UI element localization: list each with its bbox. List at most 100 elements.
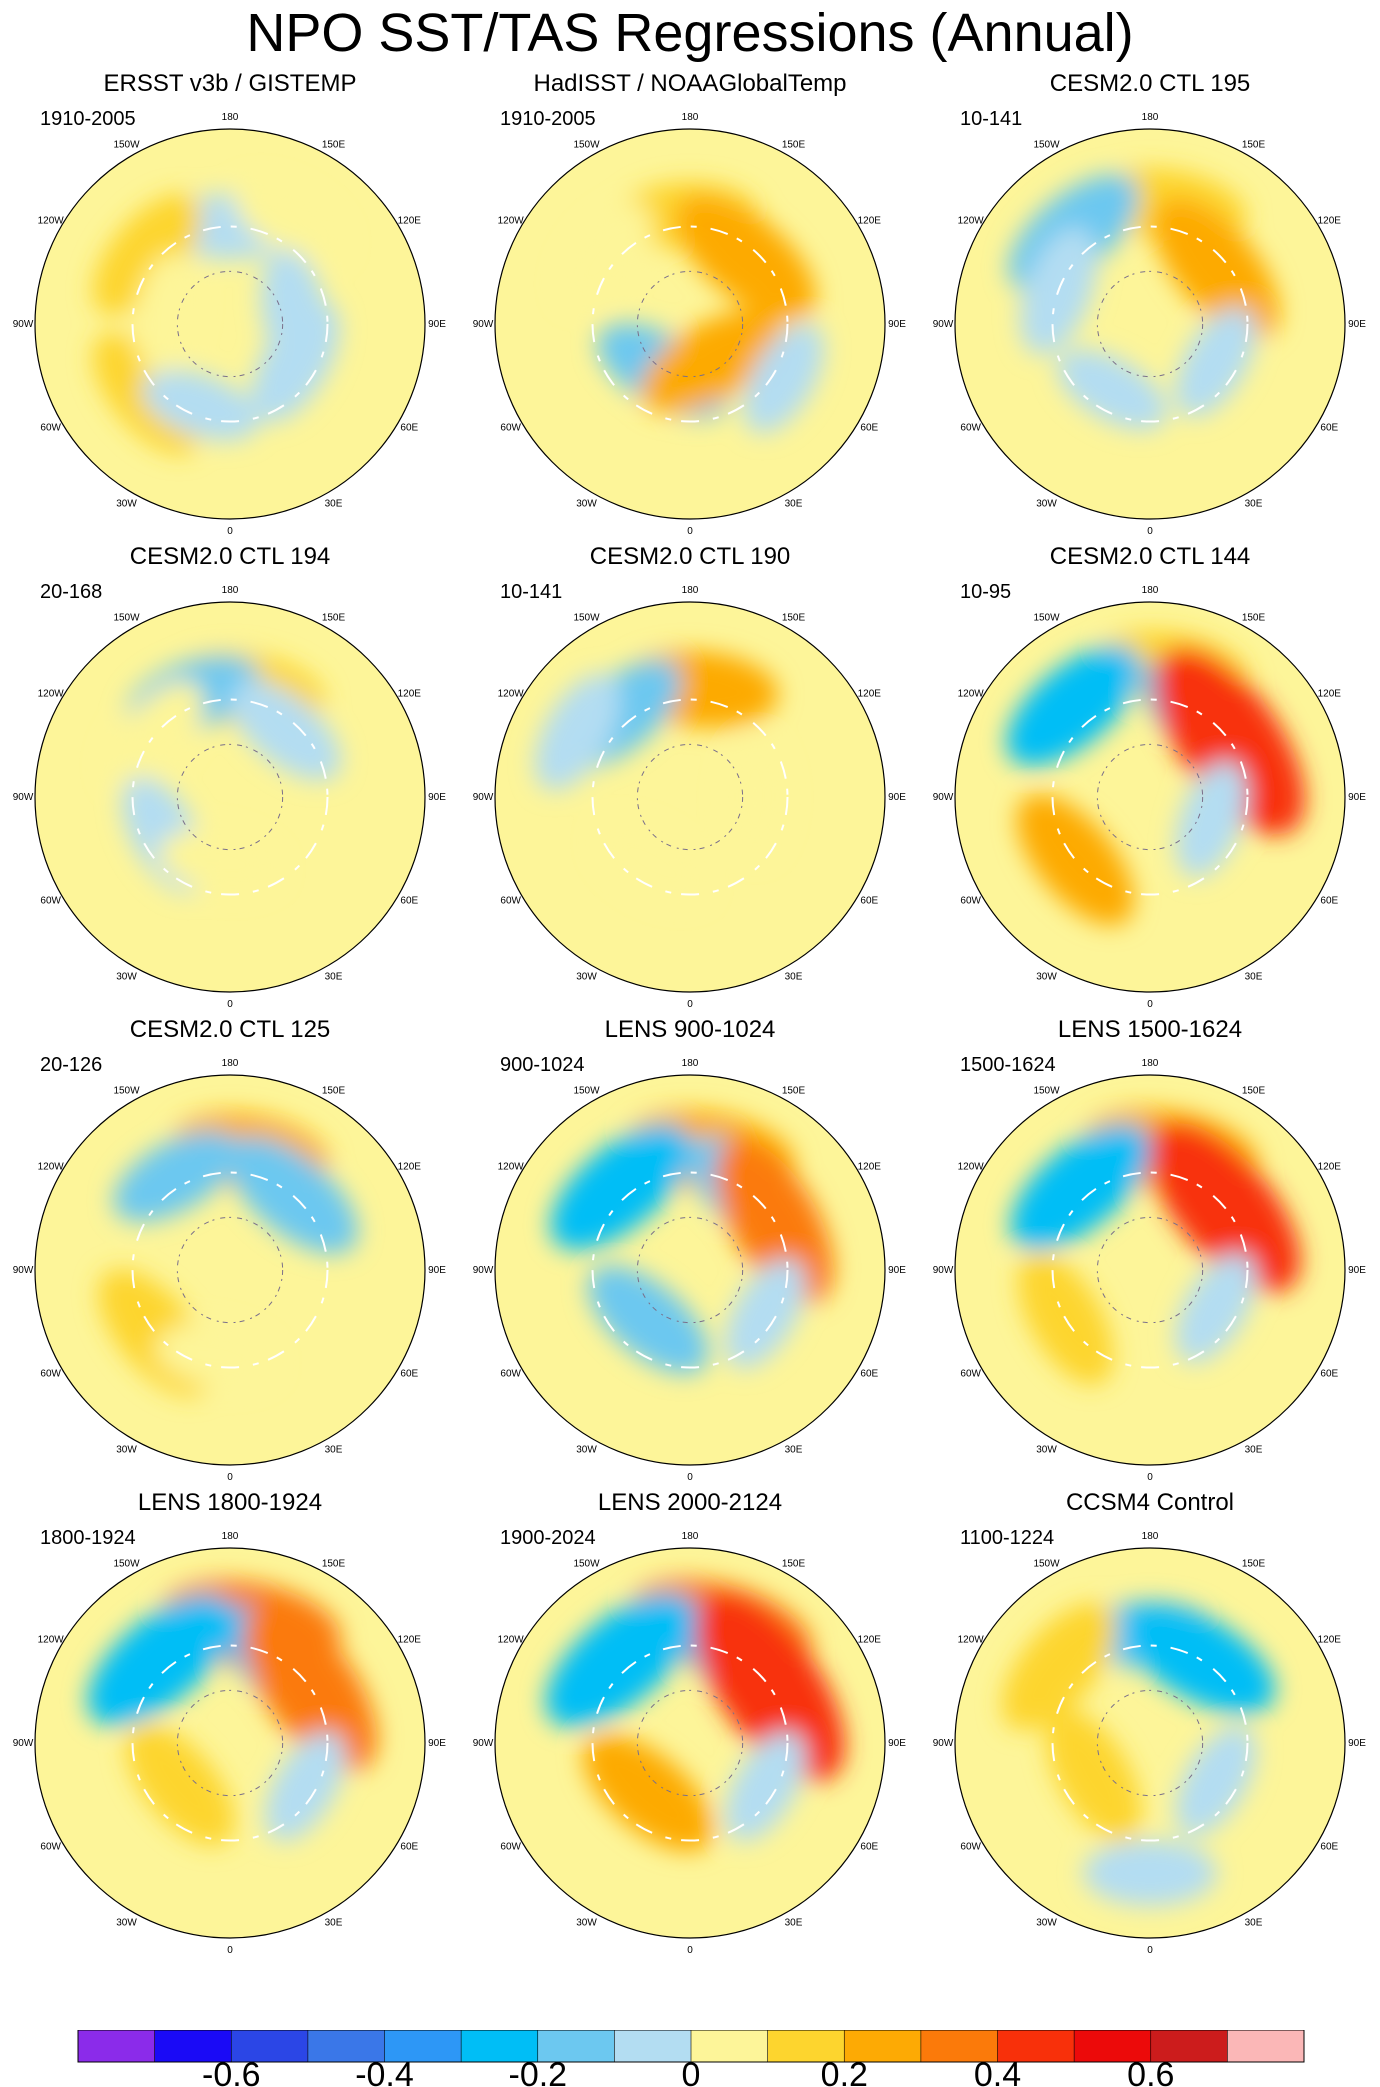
panel-period: 10-141 [960, 108, 1023, 130]
longitude-label: 180 [222, 112, 239, 123]
longitude-label: 30W [1036, 1444, 1057, 1455]
coastline [591, 698, 789, 896]
colorbar-bin [384, 2030, 462, 2062]
colorbar-bin [461, 2030, 538, 2062]
longitude-label: 0 [687, 999, 693, 1010]
longitude-label: 60E [860, 1842, 878, 1853]
longitude-label: 30E [1245, 1444, 1263, 1455]
longitude-label: 30W [116, 1917, 137, 1928]
coastline [1096, 1689, 1204, 1797]
coastline [636, 1689, 744, 1797]
longitude-label: 0 [227, 1472, 233, 1483]
anomaly-region [534, 673, 620, 791]
longitude-label: 150E [1242, 1559, 1266, 1570]
longitude-label: 0 [227, 1945, 233, 1956]
coastline [131, 1644, 329, 1842]
anomaly-region [158, 829, 280, 893]
longitude-label: 180 [1142, 112, 1159, 123]
longitude-label: 60W [500, 423, 521, 434]
map-border [954, 1547, 1346, 1939]
anomaly-region [1083, 1840, 1217, 1906]
colorbar-tick-label: 0.2 [821, 2056, 868, 2087]
longitude-label: 120E [1318, 1162, 1342, 1173]
coastline [176, 1216, 284, 1324]
longitude-label: 60W [40, 423, 61, 434]
longitude-label: 120E [398, 1162, 422, 1173]
longitude-label: 60W [500, 1842, 521, 1853]
longitude-label: 120E [398, 689, 422, 700]
longitude-label: 60E [400, 423, 418, 434]
coastline [1096, 743, 1204, 851]
panel-title: LENS 1500-1624 [1057, 1016, 1243, 1043]
longitude-label: 60E [860, 423, 878, 434]
longitude-label: 90W [473, 792, 494, 803]
map-border [34, 1547, 426, 1939]
map-panel: CESM2.0 CTL 194 20-168 180 150E 120E 90E 60E 30… [0, 543, 460, 1015]
anomaly-region [1001, 1603, 1116, 1730]
longitude-label: 120W [958, 1162, 985, 1173]
longitude-label: 30W [1036, 1917, 1057, 1928]
longitude-label: 150W [1033, 613, 1060, 624]
anomaly-region [1175, 1725, 1257, 1836]
anomaly-region [230, 680, 342, 781]
colorbar-bin [1227, 2030, 1305, 2062]
panel-period: 10-95 [960, 581, 1012, 603]
longitude-label: 120W [958, 1635, 985, 1646]
longitude-label: 120E [858, 1162, 882, 1173]
longitude-label: 60W [960, 1842, 981, 1853]
longitude-label: 150E [782, 1086, 806, 1097]
longitude-label: 150W [113, 613, 140, 624]
colorbar-bin [691, 2030, 768, 2062]
map-panel: CESM2.0 CTL 125 20-126 180 150E 120E 90E 60E 30… [0, 1016, 460, 1488]
anomaly-region [227, 1136, 358, 1254]
panel-title: CESM2.0 CTL 195 [1049, 70, 1251, 97]
panel-period: 900-1024 [500, 1054, 585, 1076]
longitude-label: 150W [573, 140, 600, 151]
colorbar-bin [614, 2030, 692, 2062]
coastline [591, 1644, 789, 1842]
longitude-label: 180 [222, 585, 239, 596]
coastline [131, 225, 329, 423]
longitude-label: 90E [428, 319, 446, 330]
map-border [494, 1547, 886, 1939]
anomaly-region [640, 310, 783, 413]
map-panel: CESM2.0 CTL 144 10-95 180 150E 120E 90E 60E 30E… [920, 543, 1380, 1015]
anomaly-region [87, 1594, 234, 1726]
panel-period: 20-168 [40, 581, 103, 603]
longitude-label: 30E [325, 1444, 343, 1455]
anomaly-region [561, 203, 653, 306]
longitude-label: 150E [1242, 613, 1266, 624]
longitude-label: 30W [116, 971, 137, 982]
longitude-label: 150E [322, 1086, 346, 1097]
anomaly-region [550, 1124, 691, 1250]
longitude-label: 30W [116, 1444, 137, 1455]
map-border [494, 1074, 886, 1466]
longitude-label: 0 [227, 999, 233, 1010]
map-panel: HadISST / NOAAGlobalTemp 1910-2005 180 150E… [460, 70, 920, 542]
polar-map: 180 150E 120E 90E 60E 30E 0 30W 60W 90W 120W 150W [13, 1058, 447, 1483]
polar-map: 180 150E 120E 90E 60E 30E 0 30W 60W 90W 120W 150W [933, 1058, 1367, 1483]
anomaly-region [242, 1603, 377, 1771]
anomaly-region [134, 252, 198, 374]
coastline [1051, 698, 1249, 896]
map-border [494, 128, 886, 520]
panel-period: 1800-1924 [40, 1527, 136, 1549]
anomaly-region [743, 323, 825, 434]
map-border [34, 128, 426, 520]
map-panel: LENS 1800-1924 1800-1924 180 150E 120E 90E 60E… [0, 1489, 460, 1961]
anomaly-region [694, 1593, 845, 1781]
longitude-label: 60E [1320, 896, 1338, 907]
longitude-label: 30E [785, 1917, 803, 1928]
coastline [176, 743, 284, 851]
map-panel: LENS 900-1024 900-1024 180 150E 120E 90E 60E 30… [460, 1016, 920, 1488]
longitude-label: 60E [400, 1842, 418, 1853]
panel-title: HadISST / NOAAGlobalTemp [533, 70, 847, 97]
longitude-label: 30E [1245, 498, 1263, 509]
longitude-label: 0 [1147, 526, 1153, 537]
longitude-label: 90W [473, 1738, 494, 1749]
longitude-label: 150W [1033, 1559, 1060, 1570]
longitude-label: 30E [785, 498, 803, 509]
longitude-label: 30W [116, 498, 137, 509]
longitude-label: 150E [322, 1559, 346, 1570]
longitude-label: 60E [860, 896, 878, 907]
